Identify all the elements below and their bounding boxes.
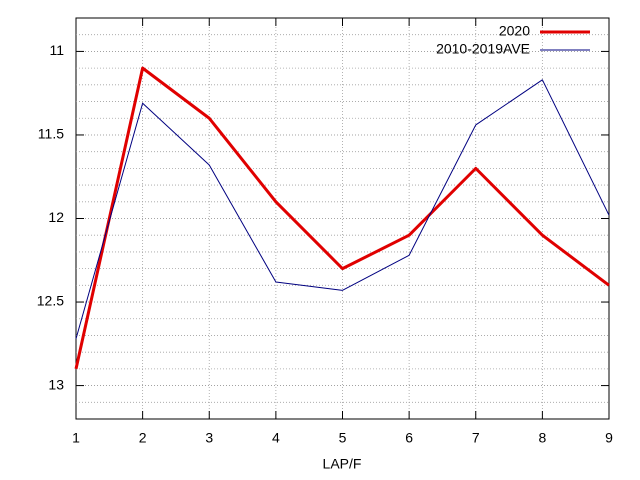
y-tick-label: 13 (48, 376, 64, 392)
y-tick-label: 11.5 (38, 126, 64, 142)
x-tick-label: 8 (538, 430, 546, 446)
legend-label: 2020 (499, 23, 530, 39)
x-tick-label: 5 (339, 430, 347, 446)
series-line (75, 79, 610, 339)
x-tick-label: 7 (472, 430, 480, 446)
y-tick-label: 12 (48, 209, 64, 225)
y-tick-label: 12.5 (37, 293, 64, 309)
x-tick-label: 4 (272, 430, 280, 446)
x-tick-label: 1 (72, 430, 80, 446)
y-tick-label: 11 (49, 42, 64, 58)
legend-label: 2010-2019AVE (436, 41, 530, 57)
x-axis-label: LAP/F (323, 456, 362, 472)
series-line (74, 66, 610, 370)
x-tick-label: 3 (205, 430, 213, 446)
x-tick-label: 9 (605, 430, 613, 446)
x-tick-label: 2 (139, 430, 147, 446)
x-tick-label: 6 (405, 430, 413, 446)
